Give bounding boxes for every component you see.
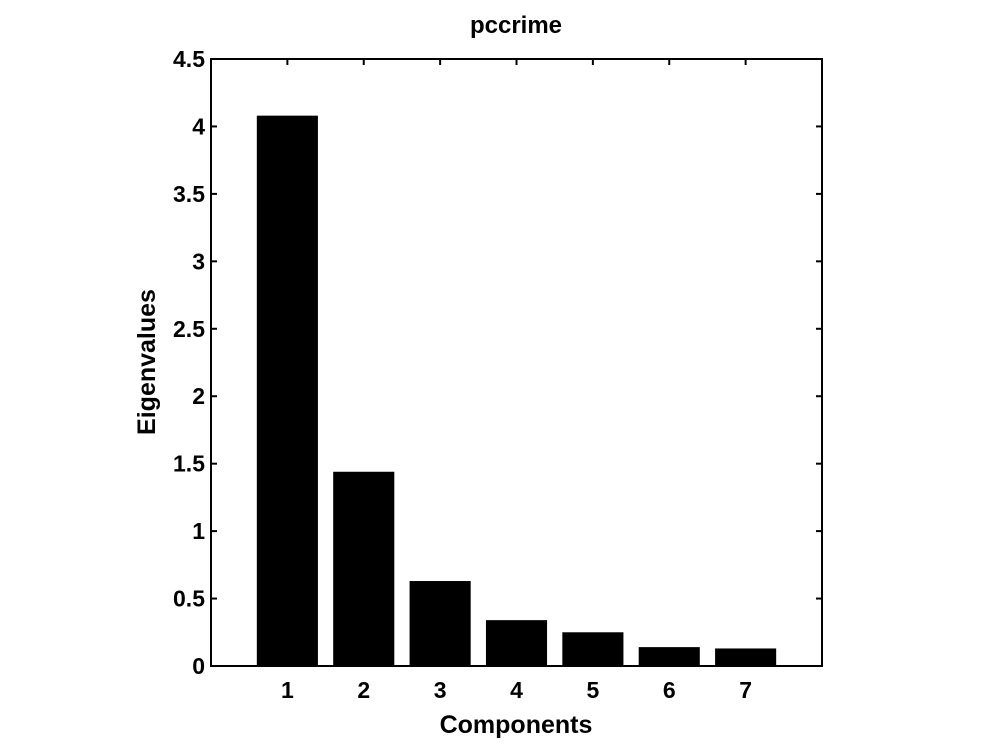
bar-component-4 (485, 620, 548, 666)
x-tick-label: 2 (357, 677, 370, 703)
plot-frame (210, 58, 823, 667)
y-tick-label: 1 (192, 518, 205, 544)
y-tick-label: 4.5 (173, 46, 205, 72)
x-tick-label: 5 (586, 677, 599, 703)
x-axis-label: Components (440, 711, 593, 739)
bar-component-6 (638, 647, 700, 666)
bar-component-7 (715, 648, 777, 666)
y-tick-label: 1.5 (173, 451, 205, 477)
y-tick-label: 0.5 (173, 586, 205, 612)
ticks-group: 1 2 3 4 5 6 7 0 0.5 1 1.5 2 2.5 3 3.5 4 4.5 (173, 46, 822, 703)
x-tick-label: 4 (510, 677, 523, 703)
y-tick-label: 2.5 (173, 316, 205, 342)
bar-component-3 (409, 581, 471, 666)
bars-group (256, 115, 777, 666)
y-tick-label: 3.5 (173, 181, 205, 207)
chart-title: pccrime (470, 12, 562, 39)
x-tick-label: 3 (434, 677, 447, 703)
x-tick-label: 1 (281, 677, 294, 703)
y-tick-label: 2 (192, 383, 205, 409)
bar-component-1 (256, 115, 318, 666)
y-tick-label: 4 (192, 113, 205, 139)
x-tick-label: 7 (739, 677, 752, 703)
y-tick-label: 0 (192, 653, 205, 679)
y-axis-label: Eigenvalues (133, 289, 161, 435)
x-tick-label: 6 (663, 677, 676, 703)
bar-component-2 (333, 471, 395, 666)
y-tick-label: 3 (192, 248, 205, 274)
